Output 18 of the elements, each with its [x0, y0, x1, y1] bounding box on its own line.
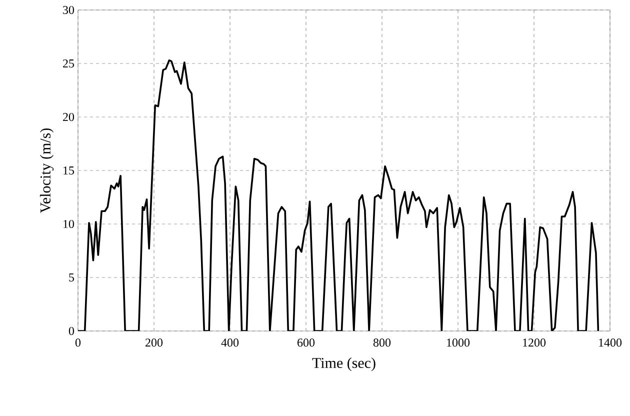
y-tick-label: 10: [64, 220, 74, 228]
x-axis-title: Time (sec): [312, 358, 376, 372]
y-tick-label: 0: [68, 326, 74, 336]
line-series: [78, 59, 600, 331]
x-tick-label: 1200: [523, 338, 546, 347]
y-tick-label: 30: [63, 6, 74, 14]
x-tick-label: 200: [146, 338, 163, 347]
x-tick-label: 600: [298, 338, 315, 347]
x-tick-label: 0: [75, 338, 81, 347]
x-tick-label: 1000: [447, 338, 470, 347]
y-axis-title: Velocity (m/s): [40, 128, 54, 214]
x-tick-label: 400: [221, 338, 239, 347]
x-tick-label: 800: [373, 338, 391, 347]
y-tick-label: 15: [64, 166, 74, 175]
x-tick-label: 1400: [599, 338, 622, 347]
y-tick-label: 5: [69, 274, 74, 282]
y-tick-label: 20: [63, 112, 74, 122]
y-tick-label: 25: [63, 59, 74, 68]
